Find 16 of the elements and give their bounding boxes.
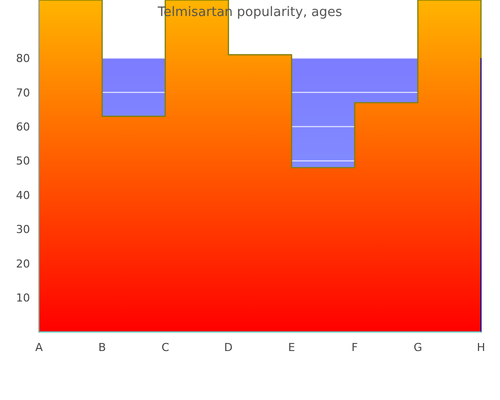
y-tick-label: 50 xyxy=(16,154,30,168)
x-tick-label: C xyxy=(161,341,170,354)
y-tick-label: 70 xyxy=(16,86,30,100)
x-tick-label: E xyxy=(288,341,296,354)
x-tick-label: H xyxy=(476,341,486,354)
y-tick-label: 30 xyxy=(16,223,30,236)
y-tick-label: 80 xyxy=(16,52,30,66)
y-tick-label: 40 xyxy=(16,188,30,202)
x-tick-label: F xyxy=(352,341,358,354)
y-tick-label: 10 xyxy=(16,292,30,305)
y-tick-label: 20 xyxy=(16,257,30,270)
x-tick-label: B xyxy=(98,341,106,354)
x-tick-label: D xyxy=(224,341,233,354)
x-tick-label: G xyxy=(414,341,422,354)
x-tick-label: A xyxy=(35,341,44,354)
y-tick-label: 60 xyxy=(16,120,30,134)
